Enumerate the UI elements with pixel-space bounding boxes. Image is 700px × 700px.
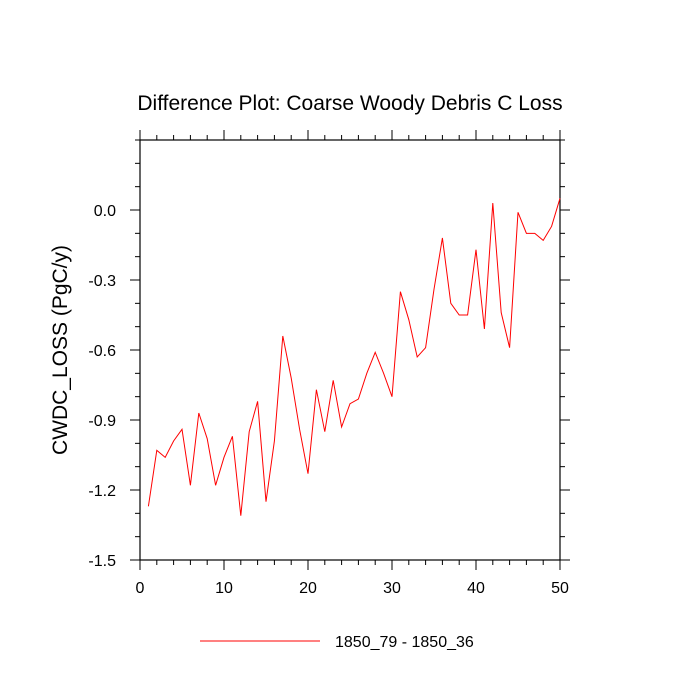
x-tick-label: 20: [299, 580, 317, 597]
y-tick-labels: -1.5 -1.2 -0.9 -0.6 -0.3 0.0: [88, 203, 116, 570]
y-axis-label: CWDC_LOSS (PgC/y): [49, 245, 72, 455]
y-tick-label: -0.6: [88, 343, 116, 360]
plot-frame: [139, 139, 561, 561]
x-tick-label: 40: [467, 580, 485, 597]
y-tick-label: -1.5: [88, 553, 116, 570]
y-tick-label: -0.3: [88, 273, 116, 290]
y-tick-label: -1.2: [88, 483, 116, 500]
x-tick-label: 50: [551, 580, 569, 597]
x-tick-label: 30: [383, 580, 401, 597]
axis-ticks: [130, 130, 570, 570]
x-tick-label: 10: [215, 580, 233, 597]
series-line: [147, 198, 561, 516]
y-tick-label: 0.0: [94, 203, 116, 220]
series-layer: [147, 198, 561, 516]
y-tick-label: -0.9: [88, 413, 116, 430]
legend: 1850_79 - 1850_36: [200, 634, 474, 651]
legend-label: 1850_79 - 1850_36: [335, 634, 474, 651]
x-tick-label: 0: [136, 580, 145, 597]
chart-title: Difference Plot: Coarse Woody Debris C L…: [137, 92, 562, 115]
x-tick-labels: 0 10 20 30 40 50: [136, 580, 569, 597]
